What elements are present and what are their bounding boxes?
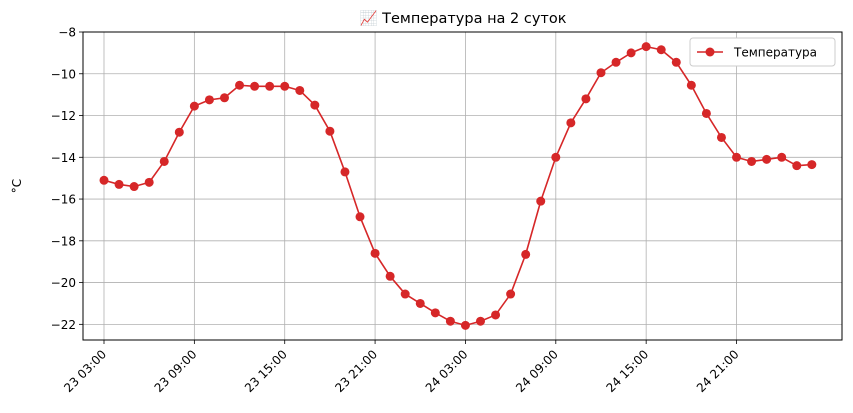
data-point [189, 101, 199, 111]
data-point [204, 95, 214, 105]
y-tick-label: −18 [51, 234, 76, 248]
data-point [777, 152, 787, 162]
data-point [280, 81, 290, 91]
data-point [295, 85, 305, 95]
data-point [310, 100, 320, 110]
data-point [626, 48, 636, 58]
data-point [581, 94, 591, 104]
data-point [99, 175, 109, 185]
y-axis-label: °C [10, 179, 24, 193]
data-point [385, 271, 395, 281]
y-tick-label: −20 [51, 276, 76, 290]
data-point [536, 196, 546, 206]
legend: Температура [689, 37, 836, 67]
y-tick-label: −14 [51, 151, 76, 165]
data-point [596, 68, 606, 78]
data-point [566, 118, 576, 128]
y-tick-label: −8 [58, 26, 76, 40]
data-point [159, 156, 169, 166]
data-point [265, 81, 275, 91]
data-point [415, 298, 425, 308]
y-tick-label: −22 [51, 318, 76, 332]
legend-box [689, 37, 836, 67]
data-point [671, 57, 681, 67]
data-point [656, 45, 666, 55]
data-point [506, 289, 516, 299]
data-point [144, 177, 154, 187]
data-point [250, 81, 260, 91]
y-axis: −22 −20 −18 −16 −14 −12 −10 −8 [51, 26, 83, 332]
plot-frame [82, 31, 843, 341]
data-point [701, 108, 711, 118]
data-point [174, 127, 184, 137]
legend-series-marker [705, 47, 715, 57]
series-layer [99, 42, 817, 330]
chart-title: 📈 Температура на 2 суток [359, 9, 566, 27]
data-point [732, 152, 742, 162]
y-tick-label: −12 [51, 109, 76, 123]
legend-label: Температура [733, 46, 817, 60]
data-point [445, 316, 455, 326]
data-point [491, 310, 501, 320]
data-point [340, 167, 350, 177]
data-point [114, 179, 124, 189]
data-point [521, 249, 531, 259]
data-point [460, 320, 470, 330]
data-point [641, 42, 651, 52]
data-point [430, 308, 440, 318]
data-point [476, 316, 485, 326]
data-point [219, 93, 229, 103]
data-point [129, 182, 139, 192]
data-point [762, 154, 772, 164]
data-point [792, 161, 802, 171]
data-point [807, 160, 817, 170]
y-tick-label: −16 [51, 193, 76, 207]
data-point [747, 156, 757, 166]
data-point [370, 248, 380, 258]
data-point [355, 212, 365, 222]
data-point [400, 289, 410, 299]
data-point [716, 132, 726, 142]
data-point [235, 80, 245, 90]
data-point [686, 80, 696, 90]
y-tick-label: −10 [51, 67, 76, 81]
data-point [325, 126, 335, 136]
data-point [551, 152, 561, 162]
data-point [611, 57, 621, 67]
